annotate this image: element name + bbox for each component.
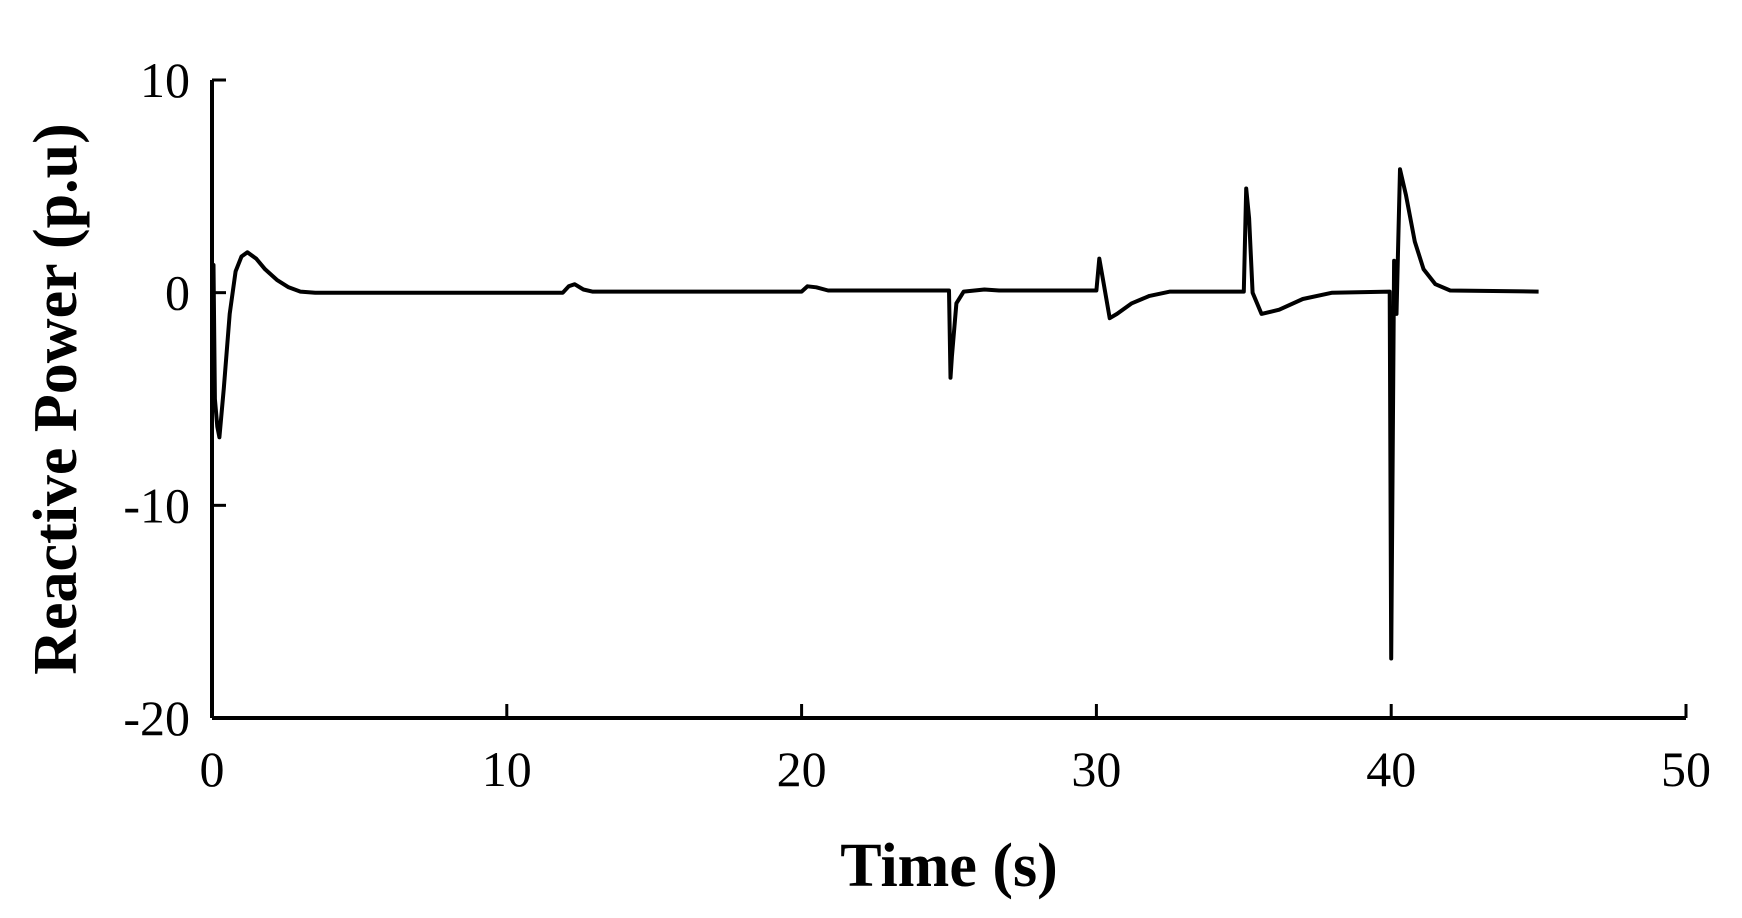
x-tick-label: 20 xyxy=(777,741,827,797)
tick-marks xyxy=(210,78,1688,720)
tick-labels: 0 10 20 30 40 50 10 0 -10 -20 xyxy=(123,52,1711,797)
series-layer xyxy=(210,167,1539,661)
y-tick-label: -20 xyxy=(123,690,190,746)
y-tick-label: 0 xyxy=(165,265,190,321)
reactive-power-series-line xyxy=(210,167,1539,661)
x-tick-label: 0 xyxy=(200,741,225,797)
x-tick-label: 40 xyxy=(1366,741,1416,797)
x-tick-label: 10 xyxy=(482,741,532,797)
x-tick-label: 50 xyxy=(1661,741,1711,797)
plot-area xyxy=(210,80,1686,720)
x-axis-title: Time (s) xyxy=(840,832,1058,900)
y-axis-title: Reactive Power (p.u) xyxy=(22,123,90,675)
x-tick-label: 30 xyxy=(1071,741,1121,797)
y-tick-label: -10 xyxy=(123,477,190,533)
y-tick-label: 10 xyxy=(140,52,190,108)
